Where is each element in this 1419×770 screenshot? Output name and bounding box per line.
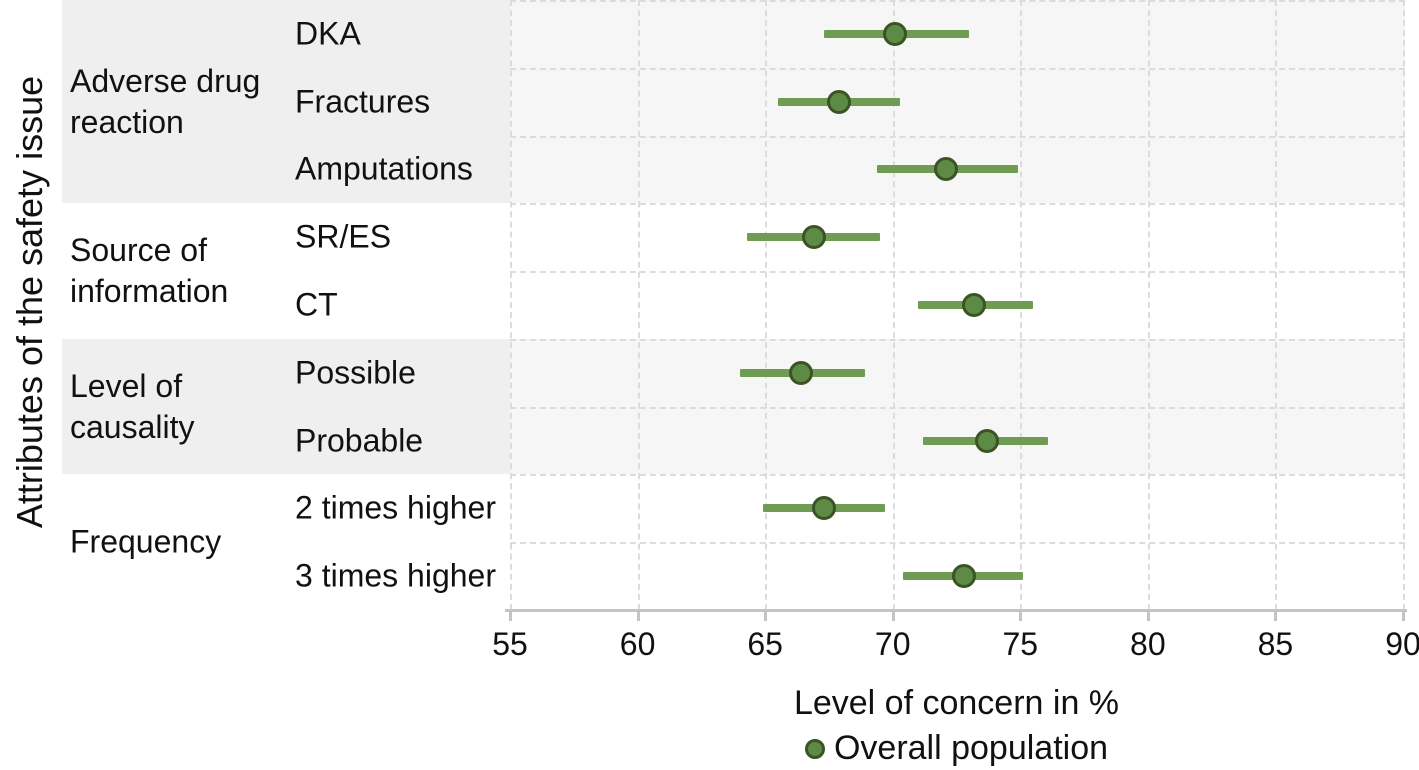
group-label: Source of information bbox=[70, 232, 229, 310]
vertical-gridline bbox=[637, 0, 640, 610]
vertical-gridline bbox=[1403, 0, 1405, 610]
x-axis-tick-label: 70 bbox=[874, 626, 911, 662]
x-axis-tick-label: 80 bbox=[1130, 626, 1166, 662]
group-band-plot-area bbox=[510, 338, 1405, 475]
item-label: Fractures bbox=[295, 83, 431, 120]
x-axis-tick-mark bbox=[1274, 612, 1278, 621]
x-axis-tick-mark bbox=[1019, 612, 1023, 621]
vertical-gridline bbox=[892, 0, 895, 610]
item-label: DKA bbox=[295, 15, 361, 52]
x-axis-line bbox=[505, 609, 1407, 612]
horizontal-gridline bbox=[510, 271, 1405, 274]
legend-label: Overall population bbox=[833, 729, 1109, 767]
horizontal-gridline bbox=[510, 135, 1405, 138]
x-axis-tick-label: 85 bbox=[1257, 626, 1294, 662]
vertical-gridline bbox=[510, 0, 512, 610]
point-estimate-marker bbox=[883, 21, 908, 46]
x-axis-tick-label: 75 bbox=[1002, 626, 1039, 662]
x-axis-tick-mark bbox=[636, 612, 640, 621]
horizontal-gridline bbox=[510, 0, 1405, 2]
x-axis-tick-mark bbox=[1146, 612, 1150, 621]
group-band-label-area bbox=[62, 0, 510, 204]
group-label: Level of causality bbox=[70, 367, 195, 445]
horizontal-gridline bbox=[510, 338, 1405, 341]
x-axis-tick-mark bbox=[1402, 612, 1405, 621]
point-estimate-marker bbox=[962, 293, 987, 317]
group-label: Adverse drug reaction bbox=[70, 62, 261, 140]
x-axis-tick-mark bbox=[764, 612, 768, 621]
legend-marker-icon bbox=[804, 738, 825, 759]
vertical-gridline bbox=[1275, 0, 1278, 610]
item-label: Amputations bbox=[295, 150, 473, 187]
x-axis-tick-mark bbox=[891, 612, 895, 621]
point-estimate-marker bbox=[801, 225, 826, 250]
x-axis-tick-label: 55 bbox=[492, 626, 528, 662]
vertical-gridline bbox=[1147, 0, 1150, 610]
x-axis-tick-label: 90 bbox=[1385, 626, 1419, 662]
point-estimate-marker bbox=[811, 496, 836, 521]
group-band-label-area bbox=[62, 338, 510, 475]
point-estimate-marker bbox=[788, 360, 813, 385]
item-label: 3 times higher bbox=[295, 557, 496, 594]
horizontal-gridline bbox=[510, 203, 1405, 206]
x-axis-title: Level of concern in % bbox=[793, 684, 1120, 722]
item-label: Possible bbox=[295, 354, 416, 391]
item-label: Probable bbox=[295, 422, 424, 459]
x-axis-tick-mark bbox=[509, 612, 512, 621]
y-axis-title: Attributes of the safety issue bbox=[9, 75, 50, 529]
point-estimate-marker bbox=[934, 157, 959, 182]
item-label: SR/ES bbox=[295, 218, 392, 255]
vertical-gridline bbox=[765, 0, 768, 610]
horizontal-gridline bbox=[510, 67, 1405, 70]
item-label: 2 times higher bbox=[295, 489, 496, 526]
horizontal-gridline bbox=[510, 542, 1405, 545]
legend: Overall population bbox=[510, 729, 1403, 768]
horizontal-gridline bbox=[510, 474, 1405, 477]
point-estimate-marker bbox=[952, 564, 977, 589]
point-estimate-marker bbox=[975, 428, 1000, 453]
group-label: Frequency bbox=[70, 523, 222, 560]
item-label: CT bbox=[295, 286, 338, 323]
horizontal-gridline bbox=[510, 406, 1405, 409]
x-axis-tick-label: 65 bbox=[747, 626, 783, 662]
point-estimate-marker bbox=[827, 89, 852, 114]
x-axis-tick-label: 60 bbox=[619, 626, 656, 662]
